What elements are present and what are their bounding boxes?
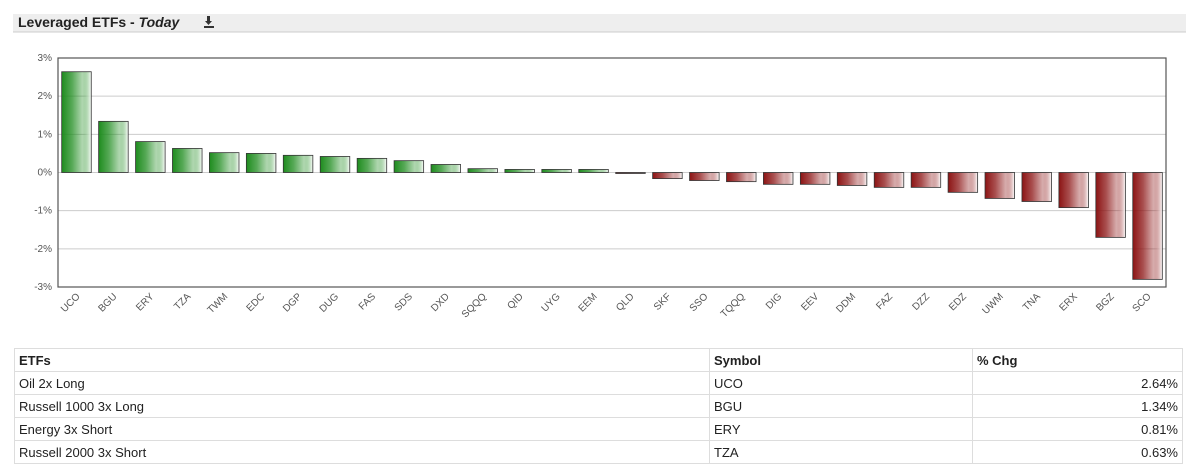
bar bbox=[799, 172, 831, 185]
table-cell: Russell 1000 3x Long bbox=[14, 394, 710, 418]
bar bbox=[726, 172, 757, 183]
y-tick-label: 0% bbox=[38, 168, 53, 179]
bar bbox=[910, 172, 942, 188]
x-tick-label: TZA bbox=[172, 291, 193, 312]
column-header[interactable]: ETFs bbox=[14, 348, 710, 372]
x-tick-label: DZZ bbox=[911, 291, 933, 313]
bar bbox=[763, 172, 794, 185]
bar bbox=[578, 169, 609, 173]
bar bbox=[1095, 172, 1126, 238]
x-tick-label: TNA bbox=[1021, 291, 1043, 313]
bar bbox=[98, 120, 129, 173]
table-cell: Oil 2x Long bbox=[14, 371, 710, 395]
etf-table: ETFs Symbol% Chg Oil 2x Long UCO 2.64% Russe… bbox=[14, 348, 1183, 464]
bar bbox=[282, 154, 314, 173]
bar bbox=[1058, 172, 1089, 209]
column-header[interactable]: Symbol bbox=[709, 348, 973, 372]
bar bbox=[615, 172, 646, 174]
bar bbox=[245, 153, 277, 173]
table-cell: BGU bbox=[709, 394, 973, 418]
table-cell: 0.63% bbox=[972, 440, 1183, 464]
header-title: Leveraged ETFs - Today bbox=[18, 14, 181, 30]
bar bbox=[319, 156, 351, 173]
x-tick-label: BGZ bbox=[1094, 291, 1116, 313]
bar bbox=[356, 157, 388, 173]
bar bbox=[209, 152, 240, 173]
x-tick-label: BGU bbox=[96, 291, 119, 314]
x-tick-label: SKF bbox=[652, 291, 674, 313]
bar bbox=[504, 169, 535, 173]
bar bbox=[467, 168, 498, 173]
plot-border bbox=[57, 57, 1167, 288]
x-tick-label: ERY bbox=[134, 291, 156, 313]
bar bbox=[61, 71, 92, 173]
x-tick-label: UWM bbox=[980, 291, 1005, 316]
bar bbox=[393, 160, 425, 173]
table-cell: TZA bbox=[709, 440, 973, 464]
x-tick-label: QID bbox=[505, 291, 525, 311]
period: Today bbox=[139, 14, 181, 30]
table-row: Energy 3x Short ERY 0.81% bbox=[14, 417, 1183, 441]
y-tick-label: 2% bbox=[38, 91, 53, 102]
y-tick-label: -1% bbox=[34, 206, 52, 217]
download-icon[interactable] bbox=[204, 16, 214, 28]
x-tick-label: UCO bbox=[59, 291, 83, 315]
table-cell: Russell 2000 3x Short bbox=[14, 440, 710, 464]
x-tick-label: TWM bbox=[206, 291, 231, 316]
bar bbox=[1132, 172, 1163, 280]
table-cell: 0.81% bbox=[972, 417, 1183, 441]
x-tick-label: ERX bbox=[1057, 291, 1080, 314]
bar bbox=[873, 172, 905, 188]
y-tick-label: -2% bbox=[34, 244, 52, 255]
chart: Leveraged ETFs - Today -3% -2% -1% 0% 1% 2% 3%… bbox=[13, 14, 1186, 320]
y-tick-label: -3% bbox=[34, 282, 52, 293]
x-tick-label: DDM bbox=[834, 291, 858, 315]
bar bbox=[652, 172, 683, 180]
x-tick-label: DIG bbox=[764, 291, 785, 312]
table-row: Russell 1000 3x Long BGU 1.34% bbox=[14, 394, 1183, 418]
y-tick-label: 1% bbox=[38, 129, 53, 140]
bar bbox=[430, 164, 461, 173]
table-cell: UCO bbox=[709, 371, 973, 395]
x-tick-label: SQQQ bbox=[460, 291, 489, 320]
x-tick-label: EEM bbox=[577, 291, 600, 314]
bar bbox=[1021, 172, 1052, 202]
y-tick-label: 3% bbox=[38, 53, 53, 64]
table-cell: 1.34% bbox=[972, 394, 1183, 418]
x-tick-label: FAS bbox=[357, 291, 378, 312]
table-cell: Energy 3x Short bbox=[14, 417, 710, 441]
title: Leveraged ETFs - bbox=[18, 14, 135, 30]
x-tick-label: EDC bbox=[245, 291, 268, 314]
x-tick-label: DXD bbox=[429, 291, 452, 314]
table-cell: 2.64% bbox=[972, 371, 1183, 395]
table-row: Oil 2x Long UCO 2.64% bbox=[14, 371, 1183, 395]
header-bar bbox=[13, 14, 1186, 32]
x-tick-label: SCO bbox=[1131, 291, 1154, 314]
x-tick-label: UYG bbox=[540, 291, 563, 314]
table-cell: ERY bbox=[709, 417, 973, 441]
x-tick-label: SDS bbox=[393, 291, 416, 314]
table-header: ETFs Symbol% Chg bbox=[14, 348, 1183, 372]
bar bbox=[541, 169, 572, 173]
x-tick-label: DGP bbox=[281, 291, 304, 314]
x-tick-label: EDZ bbox=[947, 291, 969, 313]
bar bbox=[135, 141, 166, 173]
bar bbox=[836, 172, 868, 186]
x-tick-label: TQQQ bbox=[719, 291, 748, 320]
bar bbox=[984, 172, 1015, 199]
x-tick-label: QLD bbox=[614, 291, 636, 313]
table-row: Russell 2000 3x Short TZA 0.63% bbox=[14, 440, 1183, 464]
x-tick-label: EEV bbox=[799, 291, 821, 313]
column-header[interactable]: % Chg bbox=[972, 348, 1183, 372]
x-tick-label: FAZ bbox=[874, 291, 895, 312]
bar bbox=[689, 172, 720, 181]
x-tick-label: DUG bbox=[318, 291, 342, 315]
bar bbox=[172, 148, 203, 173]
x-tick-label: SSO bbox=[688, 291, 711, 314]
bar bbox=[947, 172, 979, 193]
